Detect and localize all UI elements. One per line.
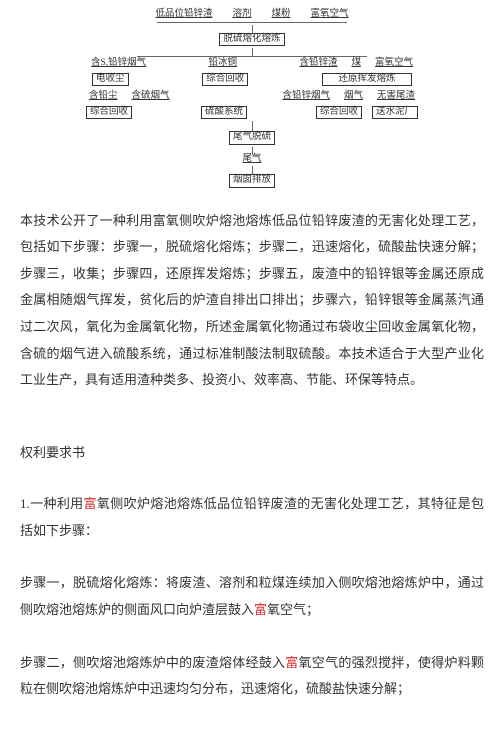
node: 送水泥厂	[372, 106, 418, 120]
node: 含S,铅锌烟气	[88, 59, 149, 69]
node: 尾气脱硫	[229, 131, 275, 145]
node: 铅冰铜	[206, 59, 241, 69]
node: 综合回收	[86, 106, 132, 120]
process-flowchart: 低品位铅锌渣 溶剂 煤粉 富氧空气 脱硫熔化熔炼 含S,铅锌烟气 铅冰铜 含铅锌…	[82, 10, 422, 188]
node: 含铅锌烟气	[279, 92, 333, 102]
highlight: 富	[285, 655, 298, 670]
abstract-paragraph: 本技术公开了一种利用富氧侧吹炉熔池熔炼低品位铅锌废渣的无害化处理工艺，包括如下步…	[20, 208, 484, 394]
claim-1: 1.一种利用富氧侧吹炉熔池熔炼低品位铅锌废渣的无害化处理工艺，其特征是包括如下步…	[20, 491, 484, 544]
text: 步骤二，侧吹熔池熔炼炉中的废渣熔体经鼓入	[20, 655, 285, 670]
text: 1.一种利用	[20, 496, 84, 511]
node: 含铅尘	[86, 92, 121, 102]
node: 综合回收	[202, 73, 248, 87]
node: 烟气	[341, 92, 366, 102]
claim-step-1: 步骤一，脱硫熔化熔炼：将废渣、溶剂和粒煤连续加入侧吹熔池熔炼炉中，通过侧吹熔池熔…	[20, 570, 484, 623]
node: 脱硫熔化熔炼	[219, 33, 284, 47]
highlight: 富	[254, 602, 267, 617]
node: 电收尘	[92, 73, 129, 87]
node: 硫酸系统	[201, 106, 247, 120]
node: 无害尾渣	[374, 92, 418, 102]
text: 氧空气；	[267, 602, 319, 617]
node: 富氧空气	[308, 10, 352, 20]
node: 综合回收	[316, 106, 362, 120]
claim-step-2: 步骤二，侧吹熔池熔炼炉中的废渣熔体经鼓入富氧空气的强烈搅拌，使得炉料颗粒在侧吹熔…	[20, 650, 484, 703]
highlight: 富	[84, 496, 97, 511]
node: 富氧空气	[372, 59, 416, 69]
node: 溶剂	[229, 10, 254, 20]
text: 步骤一，脱硫熔化熔炼：将废渣、溶剂和粒煤连续加入侧吹熔池熔炼炉中，通过侧吹熔池熔…	[20, 575, 484, 617]
node: 含硫烟气	[129, 92, 173, 102]
node: 低品位铅锌渣	[152, 10, 215, 20]
node: 煤粉	[269, 10, 294, 20]
section-title-claims: 权利要求书	[20, 442, 484, 461]
node: 煤	[348, 59, 364, 69]
node: 还原挥发熔炼	[322, 73, 412, 87]
node: 尾气	[239, 155, 264, 165]
node: 含铅锌渣	[296, 59, 340, 69]
node: 烟囱排放	[229, 174, 275, 188]
